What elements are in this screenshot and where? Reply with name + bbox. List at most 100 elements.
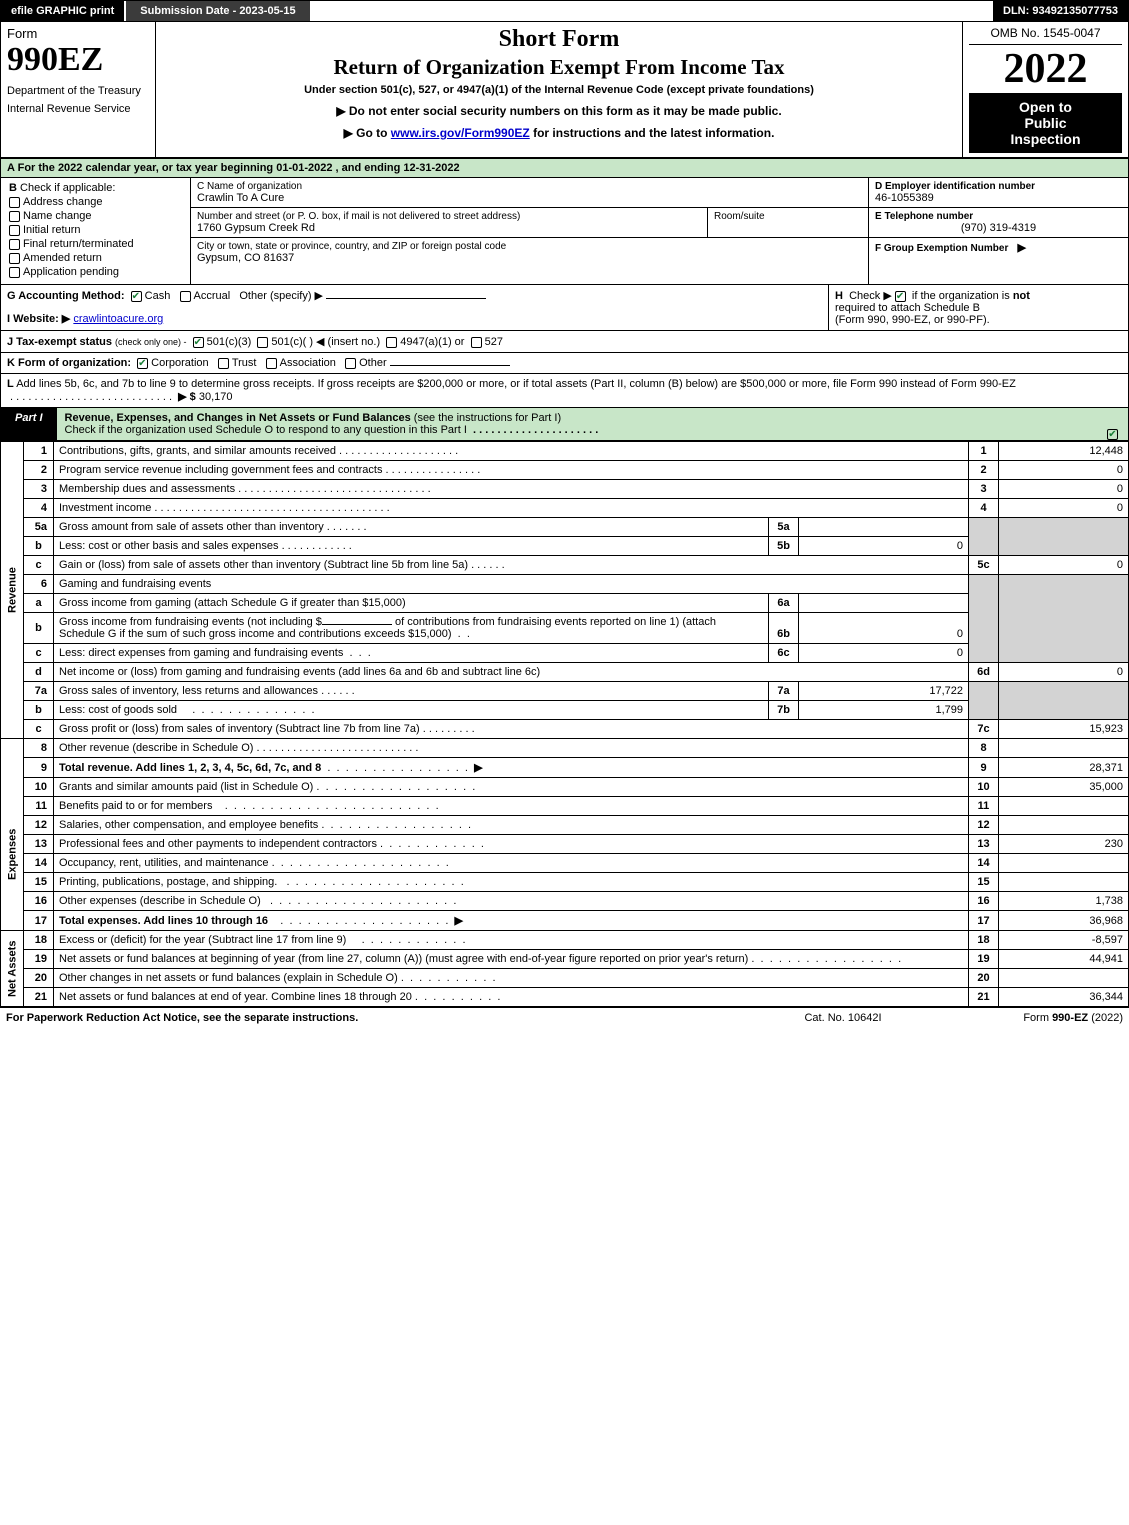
line-6b-blank[interactable] bbox=[322, 624, 392, 625]
line-4: 4 Investment income . . . . . . . . . . … bbox=[1, 499, 1129, 518]
line-2: 2 Program service revenue including gove… bbox=[1, 461, 1129, 480]
line-16: 16 Other expenses (describe in Schedule … bbox=[1, 892, 1129, 911]
line-19: 19 Net assets or fund balances at beginn… bbox=[1, 950, 1129, 969]
line-7c: c Gross profit or (loss) from sales of i… bbox=[1, 720, 1129, 739]
other-specify-line[interactable] bbox=[326, 298, 486, 299]
col-c: C Name of organization Crawlin To A Cure… bbox=[191, 178, 868, 284]
line-6d: d Net income or (loss) from gaming and f… bbox=[1, 663, 1129, 682]
shade-7-amt bbox=[999, 682, 1129, 720]
chk-final-return[interactable]: Final return/terminated bbox=[9, 238, 182, 250]
chk-4947[interactable] bbox=[386, 337, 397, 348]
org-name-label: C Name of organization bbox=[197, 181, 862, 192]
line-18-amount: -8,597 bbox=[999, 931, 1129, 950]
website-link[interactable]: crawlintoacure.org bbox=[73, 313, 163, 325]
group-exemption-arrow: ▶ bbox=[1018, 242, 1026, 254]
col-def: D Employer identification number 46-1055… bbox=[868, 178, 1128, 284]
line-13-amount: 230 bbox=[999, 835, 1129, 854]
line-18: Net Assets 18 Excess or (deficit) for th… bbox=[1, 931, 1129, 950]
chk-cash[interactable] bbox=[131, 291, 142, 302]
chk-501c[interactable] bbox=[257, 337, 268, 348]
line-2-amount: 0 bbox=[999, 461, 1129, 480]
part-1-header: Part I Revenue, Expenses, and Changes in… bbox=[0, 408, 1129, 441]
line-15-amount bbox=[999, 873, 1129, 892]
group-exemption-row: F Group Exemption Number ▶ bbox=[869, 238, 1128, 257]
other-org-line[interactable] bbox=[390, 365, 510, 366]
line-9: 9 Total revenue. Add lines 1, 2, 3, 4, 5… bbox=[1, 758, 1129, 778]
line-1: Revenue 1 Contributions, gifts, grants, … bbox=[1, 442, 1129, 461]
header-left: Form 990EZ Department of the Treasury In… bbox=[1, 22, 156, 157]
chk-schedule-o[interactable] bbox=[1107, 429, 1118, 440]
chk-corporation[interactable] bbox=[137, 358, 148, 369]
dln-label: DLN: 93492135077753 bbox=[993, 1, 1128, 21]
org-street-label: Number and street (or P. O. box, if mail… bbox=[197, 211, 701, 222]
footer-cat-no: Cat. No. 10642I bbox=[743, 1012, 943, 1024]
part-1-checkbox-cell bbox=[1100, 408, 1128, 440]
chk-accrual[interactable] bbox=[180, 291, 191, 302]
room-suite: Room/suite bbox=[708, 208, 868, 237]
accounting-method-label: G Accounting Method: bbox=[7, 290, 125, 302]
line-13: 13 Professional fees and other payments … bbox=[1, 835, 1129, 854]
part-1-table: Revenue 1 Contributions, gifts, grants, … bbox=[0, 441, 1129, 1007]
line-5c-amount: 0 bbox=[999, 556, 1129, 575]
expenses-sidelabel: Expenses bbox=[1, 778, 24, 931]
footer-left: For Paperwork Reduction Act Notice, see … bbox=[6, 1012, 743, 1024]
phone-value: (970) 319-4319 bbox=[875, 222, 1122, 234]
chk-schedule-b[interactable] bbox=[895, 291, 906, 302]
chk-initial-return[interactable]: Initial return bbox=[9, 224, 182, 236]
irs-link[interactable]: www.irs.gov/Form990EZ bbox=[391, 126, 530, 140]
shade-5 bbox=[969, 518, 999, 556]
chk-application-pending[interactable]: Application pending bbox=[9, 266, 182, 278]
phone-label: E Telephone number bbox=[875, 211, 1122, 222]
footer-right: Form 990-EZ (2022) bbox=[943, 1012, 1123, 1024]
line-5b-sub: 0 bbox=[799, 537, 969, 556]
instr-goto: ▶ Go to www.irs.gov/Form990EZ for instru… bbox=[164, 126, 954, 140]
line-6c: c Less: direct expenses from gaming and … bbox=[1, 644, 1129, 663]
ein-value: 46-1055389 bbox=[875, 192, 1122, 204]
line-12-amount bbox=[999, 816, 1129, 835]
form-word: Form bbox=[7, 26, 149, 41]
form-number: 990EZ bbox=[7, 41, 149, 79]
row-h-letter: H bbox=[835, 290, 843, 302]
line-19-amount: 44,941 bbox=[999, 950, 1129, 969]
col-b-letter: B bbox=[9, 182, 17, 194]
omb-number: OMB No. 1545-0047 bbox=[969, 26, 1122, 45]
org-city-row: City or town, state or province, country… bbox=[191, 238, 868, 267]
group-exemption-label: F Group Exemption Number bbox=[875, 243, 1008, 254]
org-street-row: Number and street (or P. O. box, if mail… bbox=[191, 208, 708, 237]
line-12: 12 Salaries, other compensation, and emp… bbox=[1, 816, 1129, 835]
line-6: 6 Gaming and fundraising events bbox=[1, 575, 1129, 594]
open-public-box: Open to Public Inspection bbox=[969, 93, 1122, 153]
row-gh: G Accounting Method: Cash Accrual Other … bbox=[0, 285, 1129, 331]
form-org-label: K Form of organization: bbox=[7, 357, 131, 369]
chk-501c3[interactable] bbox=[193, 337, 204, 348]
website-label: I Website: ▶ bbox=[7, 313, 70, 325]
row-a-text: For the 2022 calendar year, or tax year … bbox=[18, 162, 460, 174]
chk-name-change[interactable]: Name change bbox=[9, 210, 182, 222]
dept-treasury: Department of the Treasury bbox=[7, 85, 149, 97]
line-5c: c Gain or (loss) from sale of assets oth… bbox=[1, 556, 1129, 575]
line-3: 3 Membership dues and assessments . . . … bbox=[1, 480, 1129, 499]
chk-other-org[interactable] bbox=[345, 358, 356, 369]
open-to: Open to bbox=[973, 99, 1118, 115]
chk-address-change[interactable]: Address change bbox=[9, 196, 182, 208]
row-l: L Add lines 5b, 6c, and 7b to line 9 to … bbox=[0, 374, 1129, 408]
line-6c-sub: 0 bbox=[799, 644, 969, 663]
line-14-amount bbox=[999, 854, 1129, 873]
line-5a: 5a Gross amount from sale of assets othe… bbox=[1, 518, 1129, 537]
line-20: 20 Other changes in net assets or fund b… bbox=[1, 969, 1129, 988]
shade-6 bbox=[969, 575, 999, 663]
row-h: H Check ▶ if the organization is not req… bbox=[828, 285, 1128, 330]
chk-527[interactable] bbox=[471, 337, 482, 348]
chk-trust[interactable] bbox=[218, 358, 229, 369]
chk-association[interactable] bbox=[266, 358, 277, 369]
line-4-amount: 0 bbox=[999, 499, 1129, 518]
topbar-spacer bbox=[310, 1, 993, 21]
line-21: 21 Net assets or fund balances at end of… bbox=[1, 988, 1129, 1007]
line-17: 17 Total expenses. Add lines 10 through … bbox=[1, 911, 1129, 931]
row-l-letter: L bbox=[7, 378, 14, 390]
org-name-row: C Name of organization Crawlin To A Cure bbox=[191, 178, 868, 208]
line-10: Expenses 10 Grants and similar amounts p… bbox=[1, 778, 1129, 797]
row-k: K Form of organization: Corporation Trus… bbox=[0, 353, 1129, 374]
chk-amended-return[interactable]: Amended return bbox=[9, 252, 182, 264]
instr-goto-pre: ▶ Go to bbox=[344, 126, 391, 140]
